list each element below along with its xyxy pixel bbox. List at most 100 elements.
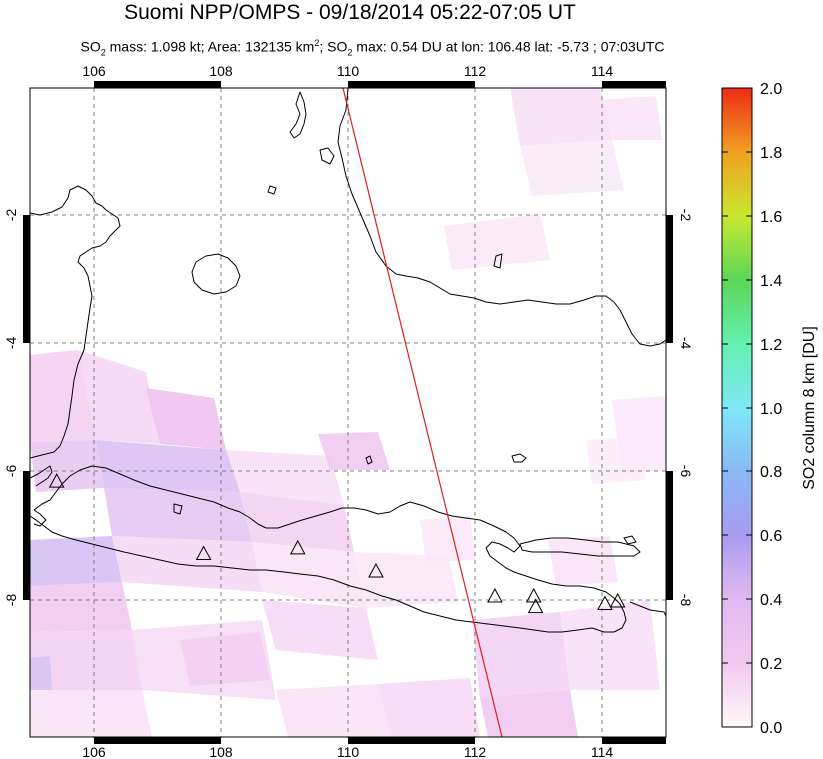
sumatra-tip-coast — [30, 465, 53, 487]
area-value: 132135 km — [245, 38, 315, 55]
so2-pixel — [276, 684, 392, 737]
island-coast — [267, 185, 277, 195]
map-subtitle: SO2 mass: 1.098 kt; Area: 132135 km2; SO… — [80, 38, 665, 58]
island-coast — [623, 535, 637, 545]
island-coast — [319, 147, 335, 165]
colorbar-tick-label: 0.6 — [760, 528, 782, 545]
so2-pixel — [586, 436, 646, 484]
border-bar-top-110 — [348, 81, 475, 88]
colorbar-tick-label: 1.0 — [760, 401, 782, 418]
so2-pixel — [560, 600, 660, 690]
border-bar-left-minus-2 — [23, 215, 30, 343]
kalimantan-coast — [337, 88, 666, 347]
so2-pixel — [30, 690, 152, 737]
volcano-marker — [368, 562, 384, 578]
colorbar-tick-label: 0.8 — [760, 464, 782, 481]
colorbar-tick-label: 0.2 — [760, 656, 782, 673]
sumatra-south-coast — [33, 509, 47, 527]
volcano-marker — [48, 473, 65, 488]
so2-pixel — [472, 612, 570, 698]
so2-pixel — [30, 582, 132, 632]
border-bar-bottom-114 — [602, 737, 666, 744]
so2-pixel — [378, 678, 480, 737]
so2-pixel — [30, 656, 52, 690]
colorbar-tick-label: 1.2 — [760, 337, 782, 354]
so2-pixel — [226, 450, 344, 505]
lat-label-left-minus-8: -8 — [3, 594, 19, 607]
map-title: Suomi NPP/OMPS - 09/18/2014 05:22-07:05 … — [124, 1, 576, 24]
colorbar-tick-label: 2.0 — [760, 81, 782, 98]
lon-label-top-110: 110 — [337, 63, 360, 79]
belitung-island-coast — [191, 253, 241, 295]
so2-pixel — [78, 350, 160, 444]
border-bar-right-minus-2 — [666, 215, 673, 343]
colorbar-ticks — [722, 87, 752, 664]
colorbar-title: SO2 column 8 km [DU] — [801, 326, 818, 490]
pulau-seribu-coast — [365, 455, 373, 465]
so2-pixel — [30, 630, 142, 690]
so2-pixel — [318, 432, 390, 470]
volcano-marker — [525, 587, 542, 603]
lat-label-right-minus-2: -2 — [678, 209, 694, 222]
lon-label-bottom-114: 114 — [591, 744, 614, 759]
lon-label-bottom-110: 110 — [337, 744, 360, 759]
colorbar-tick-label: 0.4 — [760, 592, 782, 609]
volcano-marker — [597, 595, 613, 610]
lat-label-right-minus-4: -4 — [678, 337, 694, 350]
max-time-value: 07:03UTC — [600, 38, 665, 55]
lat-label-right-minus-6: -6 — [678, 465, 694, 478]
so2-mass-value: 1.098 kt — [150, 38, 201, 55]
border-bar-bottom-110 — [348, 737, 475, 744]
map-border-ticks — [23, 81, 673, 744]
so2-pixel — [510, 88, 612, 146]
volcano-marker — [527, 598, 544, 614]
so2-pixel — [30, 536, 122, 586]
so2-pixel — [600, 96, 662, 140]
so2-pixel — [520, 140, 624, 196]
volcano-layer — [48, 473, 626, 614]
max-lon-value: 106.48 — [487, 38, 531, 55]
lat-label-left-minus-4: -4 — [3, 337, 19, 350]
colorbar-tick-label: 0.0 — [760, 720, 782, 737]
island-coast — [173, 503, 183, 515]
so2-pixel — [30, 350, 96, 442]
orbit-track-line — [342, 87, 503, 738]
so2-pixel — [480, 690, 578, 737]
madura-coast — [519, 537, 641, 557]
colorbar-tick-label: 1.6 — [760, 209, 782, 226]
max-lat-value: -5.73 — [557, 38, 590, 55]
so2-pixel — [354, 552, 458, 608]
lat-label-left-minus-2: -2 — [3, 209, 19, 222]
lon-label-bottom-108: 108 — [209, 744, 233, 759]
java-coast — [30, 465, 627, 633]
volcano-marker — [487, 587, 503, 603]
border-bar-bottom-106 — [94, 737, 221, 744]
sumatra-coast — [30, 185, 121, 459]
border-bar-top-114 — [602, 81, 666, 88]
kalimantan-bay-coast — [289, 91, 307, 139]
border-bar-left-minus-6 — [23, 471, 30, 600]
volcano-marker — [195, 545, 212, 561]
bali-coast — [629, 601, 666, 617]
so2-max-value: 0.54 DU — [390, 38, 442, 55]
lon-label-top-112: 112 — [464, 63, 487, 79]
so2-pixel — [146, 388, 226, 450]
volcano-marker — [289, 539, 306, 555]
so2-pixel — [112, 536, 262, 592]
so2-pixel — [262, 600, 378, 660]
border-bar-right-minus-6 — [666, 471, 673, 600]
so2-pixel — [180, 632, 270, 686]
so2-pixel — [104, 488, 252, 542]
lon-label-top-108: 108 — [209, 63, 233, 79]
island-coast — [493, 253, 503, 269]
lon-label-bottom-112: 112 — [464, 744, 487, 759]
volcano-marker — [609, 592, 626, 608]
colorbar-tick-label: 1.4 — [760, 273, 782, 290]
graticule — [30, 88, 666, 737]
lon-label-top-114: 114 — [591, 63, 614, 79]
coastline-layer — [30, 88, 666, 633]
karimunjawa-coast — [511, 453, 527, 463]
so2-pixel — [420, 516, 476, 562]
lat-label-right-minus-8: -8 — [678, 594, 694, 607]
